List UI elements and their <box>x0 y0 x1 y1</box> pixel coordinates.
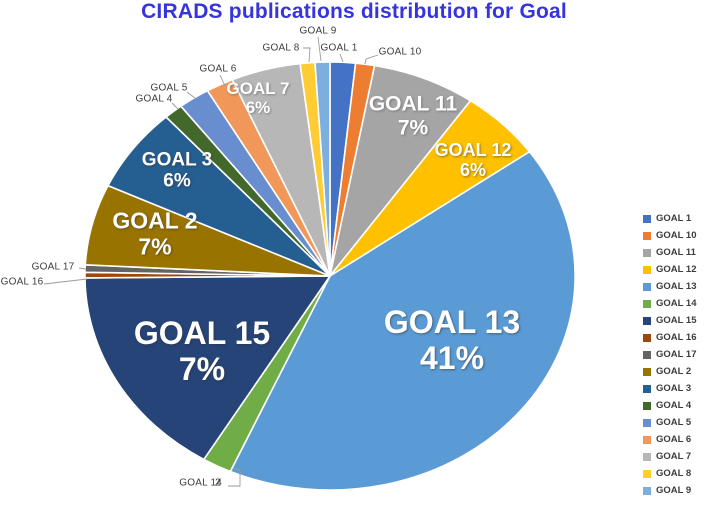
legend-item-goal-14: GOAL 14 <box>643 295 696 312</box>
pie-slice-goal-11 <box>329 64 472 277</box>
legend-label: GOAL 3 <box>656 383 692 394</box>
legend-swatch-icon <box>643 469 651 478</box>
legend-swatch-icon <box>643 401 651 410</box>
leader-line-goal-8 <box>303 47 311 63</box>
leader-line-goal-17 <box>78 267 87 270</box>
legend-label: GOAL 9 <box>656 485 692 496</box>
chart-legend: GOAL 1 GOAL 10 GOAL 11 GOAL 12 GOAL 13 GOAL 1… <box>643 210 696 499</box>
legend-item-goal-1: GOAL 1 <box>643 210 696 227</box>
legend-item-goal-16: GOAL 16 <box>643 329 696 346</box>
legend-item-goal-4: GOAL 4 <box>643 397 696 414</box>
legend-item-goal-2: GOAL 2 <box>643 363 696 380</box>
legend-item-goal-11: GOAL 11 <box>643 244 696 261</box>
chart-title: CIRADS publications distribution for Goa… <box>141 0 567 23</box>
leader-line-goal-5 <box>186 91 196 99</box>
legend-item-goal-10: GOAL 10 <box>643 227 696 244</box>
legend-label: GOAL 8 <box>656 468 692 479</box>
legend-item-goal-12: GOAL 12 <box>643 261 696 278</box>
legend-label: GOAL 14 <box>656 298 697 309</box>
legend-label: GOAL 7 <box>656 451 692 462</box>
legend-item-goal-6: GOAL 6 <box>643 431 696 448</box>
legend-label: GOAL 2 <box>656 366 692 377</box>
legend-swatch-icon <box>643 486 651 495</box>
legend-item-goal-8: GOAL 8 <box>643 465 696 482</box>
pie-slice-goal-13 <box>229 150 576 491</box>
legend-label: GOAL 5 <box>656 417 692 428</box>
leader-line-goal-14 <box>228 467 241 487</box>
legend-label: GOAL 10 <box>656 230 697 241</box>
legend-swatch-icon <box>643 316 651 325</box>
legend-swatch-icon <box>643 299 651 308</box>
legend-swatch-icon <box>643 452 651 461</box>
legend-label: GOAL 11 <box>656 247 696 258</box>
legend-item-goal-7: GOAL 7 <box>643 448 696 465</box>
legend-label: GOAL 13 <box>656 281 697 292</box>
pie-slice-goal-15 <box>84 275 331 461</box>
legend-swatch-icon <box>643 282 651 291</box>
legend-swatch-icon <box>643 231 651 240</box>
legend-label: GOAL 16 <box>656 332 697 343</box>
legend-swatch-icon <box>643 333 651 342</box>
legend-item-goal-15: GOAL 15 <box>643 312 696 329</box>
legend-label: GOAL 6 <box>656 434 692 445</box>
legend-swatch-icon <box>643 384 651 393</box>
legend-label: GOAL 12 <box>656 264 697 275</box>
legend-item-goal-17: GOAL 17 <box>643 346 696 363</box>
leader-line-goal-6 <box>219 74 226 87</box>
leader-line-goal-1 <box>339 53 344 63</box>
legend-item-goal-3: GOAL 3 <box>643 380 696 397</box>
legend-swatch-icon <box>643 214 651 223</box>
legend-swatch-icon <box>643 435 651 444</box>
legend-item-goal-5: GOAL 5 <box>643 414 696 431</box>
legend-swatch-icon <box>643 418 651 427</box>
legend-swatch-icon <box>643 350 651 359</box>
leader-line-goal-10 <box>364 54 379 65</box>
legend-item-goal-13: GOAL 13 <box>643 278 696 295</box>
leader-line-goal-9 <box>317 36 322 62</box>
pie-slice-goal-9 <box>314 61 331 277</box>
legend-label: GOAL 1 <box>656 213 692 224</box>
legend-label: GOAL 4 <box>656 400 692 411</box>
leader-line-goal-16 <box>43 278 88 285</box>
legend-swatch-icon <box>643 248 651 257</box>
legend-swatch-icon <box>643 265 651 274</box>
legend-label: GOAL 17 <box>656 349 697 360</box>
leader-line-goal-4 <box>171 102 179 110</box>
legend-swatch-icon <box>643 367 651 376</box>
legend-item-goal-9: GOAL 9 <box>643 482 696 499</box>
legend-label: GOAL 15 <box>656 315 697 326</box>
